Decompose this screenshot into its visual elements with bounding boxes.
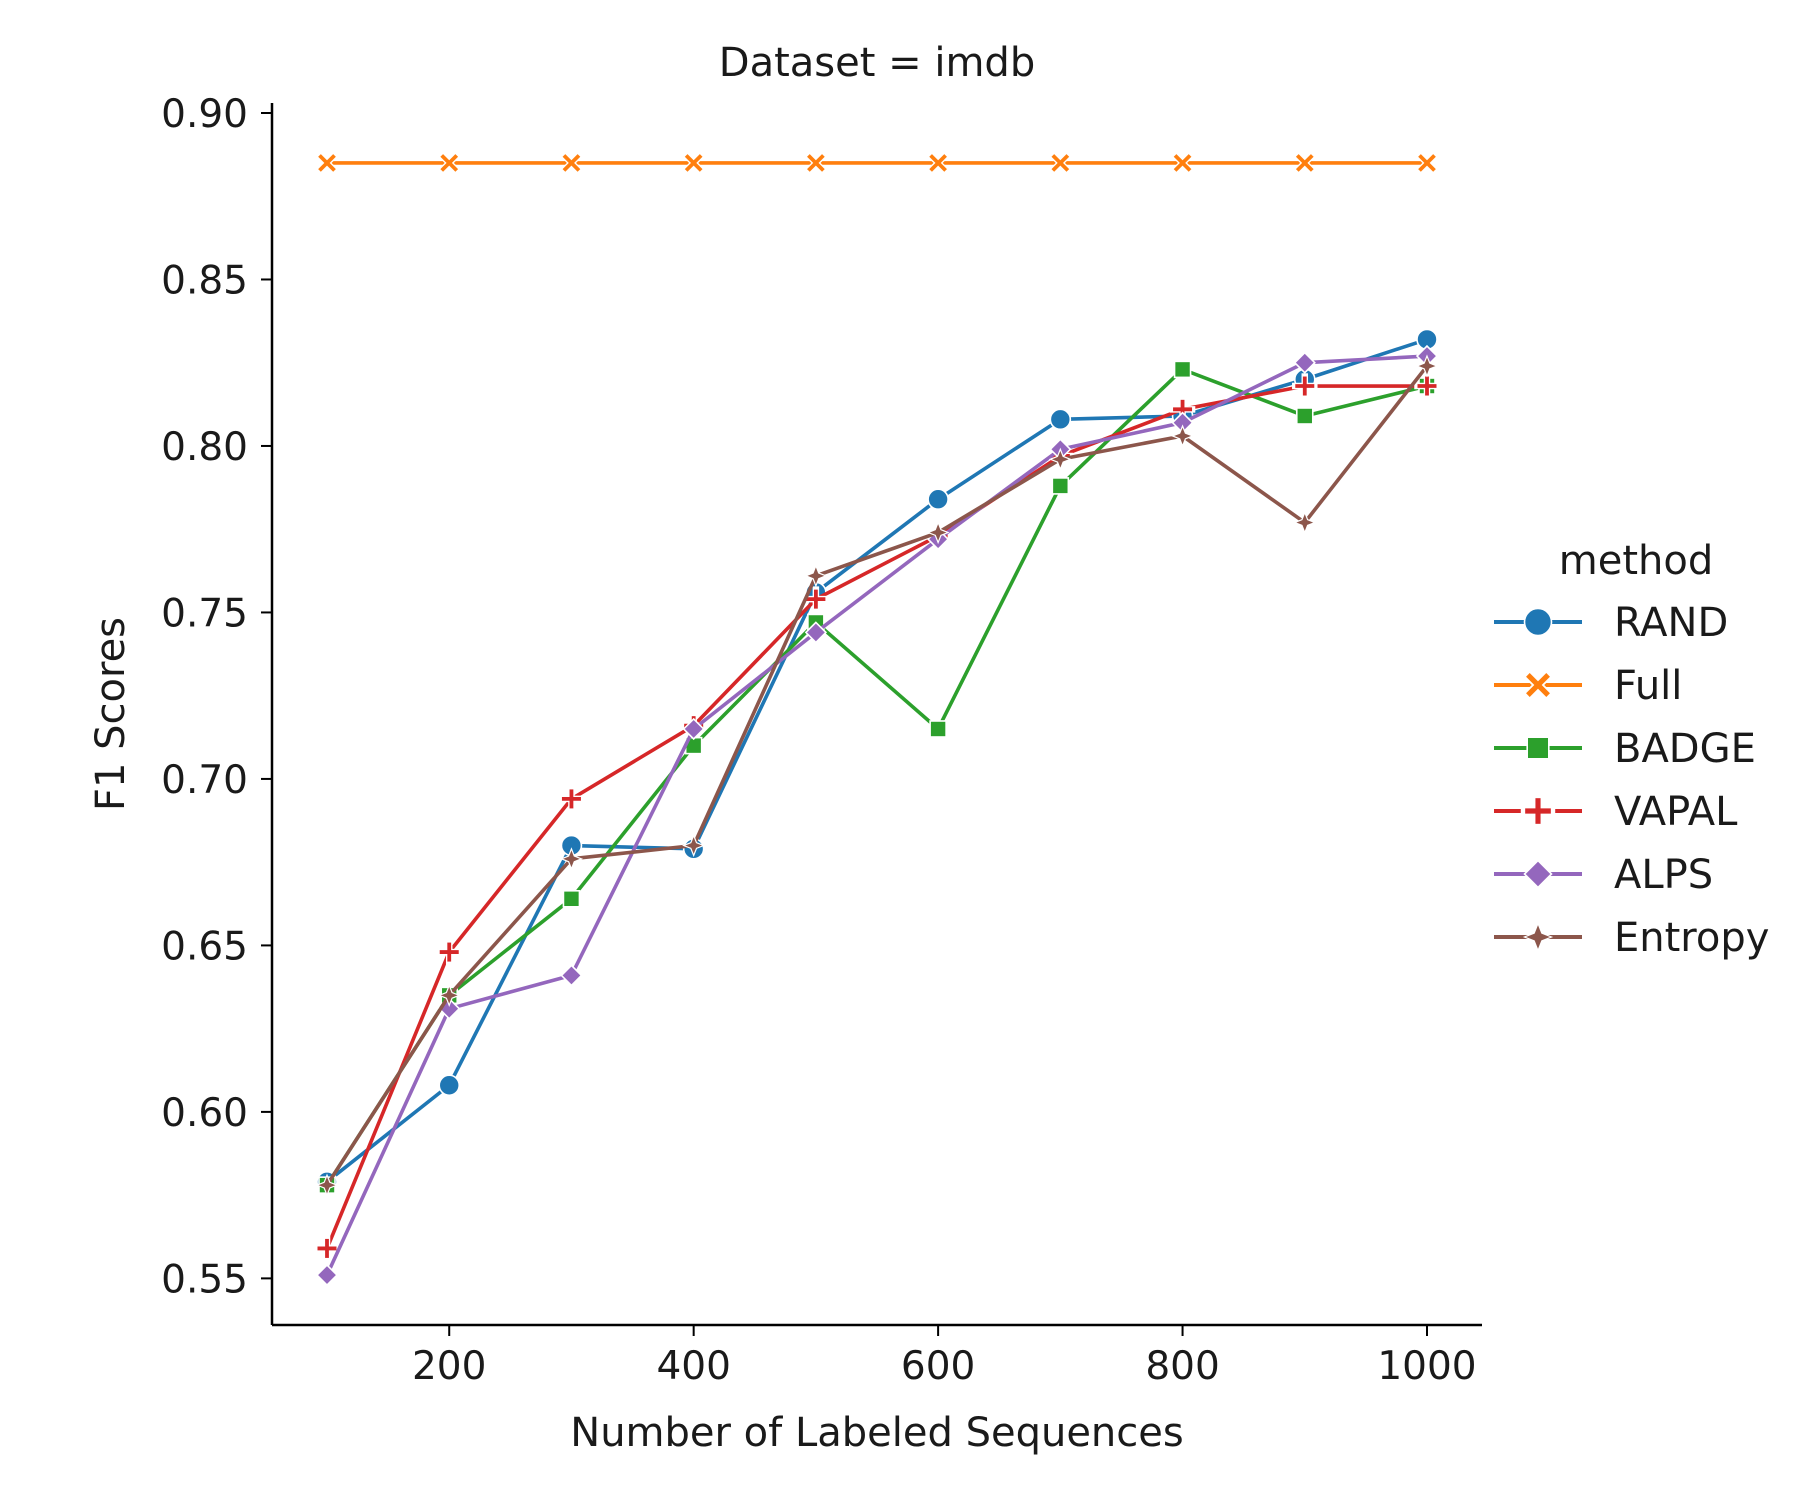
x-tick-label: 200 xyxy=(412,1344,486,1389)
data-point-full xyxy=(683,153,704,173)
y-tick-label: 0.85 xyxy=(161,258,248,303)
data-point-alps xyxy=(1293,351,1316,374)
data-point-entropy xyxy=(1293,510,1317,535)
legend-label-badge: BADGE xyxy=(1614,726,1756,772)
legend-item-rand: RAND xyxy=(1494,600,1728,646)
series-layer xyxy=(314,153,1440,1287)
data-point-alps xyxy=(804,621,828,644)
series-entropy xyxy=(315,354,1439,1197)
data-point-full xyxy=(1294,153,1315,173)
y-tick-label: 0.55 xyxy=(161,1257,248,1302)
legend-item-entropy: Entropy xyxy=(1494,915,1769,961)
legend-label-full: Full xyxy=(1614,663,1682,709)
data-point-full xyxy=(561,153,582,173)
legend: method RAND Full BADGE VAPAL ALPS Entropy xyxy=(1494,538,1769,961)
data-point-full xyxy=(1172,153,1193,173)
data-point-vapal xyxy=(558,786,585,812)
legend-marker-entropy xyxy=(1522,921,1554,953)
legend-label-rand: RAND xyxy=(1614,600,1728,646)
data-point-full xyxy=(1050,153,1071,173)
data-point-full xyxy=(928,153,948,173)
series-full xyxy=(317,153,1437,173)
data-point-alps xyxy=(315,1263,339,1287)
data-point-entropy xyxy=(1048,447,1072,471)
data-point-entropy xyxy=(315,1173,339,1197)
series-vapal xyxy=(314,373,1440,1262)
data-point-badge xyxy=(1173,360,1192,379)
series-line-vapal xyxy=(325,384,1429,1251)
legend-marker-alps xyxy=(1523,859,1553,889)
data-point-entropy xyxy=(682,833,706,858)
legend-marker-vapal xyxy=(1520,793,1556,829)
legend-label-alps: ALPS xyxy=(1614,852,1713,898)
legend-label-vapal: VAPAL xyxy=(1614,789,1738,835)
data-point-rand xyxy=(1049,408,1072,431)
x-axis-ticks: 200 400 600 800 1000 xyxy=(412,1325,1477,1389)
y-axis-ticks: 0.55 0.60 0.65 0.70 0.75 0.80 0.85 0.90 xyxy=(161,92,272,1302)
data-point-vapal xyxy=(1414,373,1440,399)
data-point-full xyxy=(439,153,460,173)
data-point-entropy xyxy=(804,564,828,588)
x-tick-label: 1000 xyxy=(1377,1344,1476,1389)
data-point-badge xyxy=(562,889,581,908)
data-point-badge xyxy=(1051,477,1070,495)
data-point-vapal xyxy=(1292,373,1318,399)
y-tick-label: 0.65 xyxy=(161,924,248,969)
chart-title: Dataset = imdb xyxy=(719,40,1035,86)
data-point-rand xyxy=(927,488,949,511)
data-point-entropy xyxy=(559,847,584,871)
legend-item-vapal: VAPAL xyxy=(1494,789,1738,835)
data-point-entropy xyxy=(437,983,461,1007)
data-point-full xyxy=(1417,153,1437,173)
x-tick-label: 400 xyxy=(656,1344,730,1389)
x-tick-label: 800 xyxy=(1145,1344,1219,1389)
series-line-alps xyxy=(325,354,1429,1277)
legend-item-badge: BADGE xyxy=(1494,726,1756,772)
data-point-alps xyxy=(682,717,705,741)
x-axis-title: Number of Labeled Sequences xyxy=(570,1410,1183,1456)
data-point-vapal xyxy=(436,939,462,965)
series-badge xyxy=(318,360,1436,1194)
legend-marker-rand xyxy=(1523,607,1553,637)
legend-item-full: Full xyxy=(1494,663,1682,709)
y-axis-title: F1 Scores xyxy=(88,617,134,811)
series-alps xyxy=(315,344,1439,1287)
legend-marker-full xyxy=(1524,671,1552,699)
legend-items: RAND Full BADGE VAPAL ALPS Entropy xyxy=(1494,600,1769,961)
data-point-alps xyxy=(560,964,583,987)
data-point-badge xyxy=(1295,407,1314,425)
data-point-entropy xyxy=(1170,424,1195,448)
series-line-entropy xyxy=(325,364,1429,1187)
legend-title: method xyxy=(1559,538,1713,584)
legend-item-alps: ALPS xyxy=(1494,852,1713,898)
data-point-vapal xyxy=(1169,396,1196,423)
x-tick-label: 600 xyxy=(901,1344,975,1389)
data-point-vapal xyxy=(803,586,829,612)
series-line-rand xyxy=(325,337,1429,1184)
data-point-vapal xyxy=(314,1235,340,1262)
data-point-entropy xyxy=(926,520,950,545)
series-rand xyxy=(316,328,1438,1193)
data-point-badge xyxy=(929,720,947,738)
legend-label-entropy: Entropy xyxy=(1614,915,1769,961)
y-tick-label: 0.80 xyxy=(161,425,248,470)
data-point-entropy xyxy=(1415,354,1439,378)
legend-marker-badge xyxy=(1526,736,1550,760)
y-tick-label: 0.75 xyxy=(161,591,248,636)
y-tick-label: 0.70 xyxy=(161,758,248,803)
y-tick-label: 0.60 xyxy=(161,1091,248,1136)
data-point-rand xyxy=(438,1074,461,1097)
y-tick-label: 0.90 xyxy=(161,92,248,137)
data-point-full xyxy=(806,153,826,173)
data-point-full xyxy=(317,153,337,173)
